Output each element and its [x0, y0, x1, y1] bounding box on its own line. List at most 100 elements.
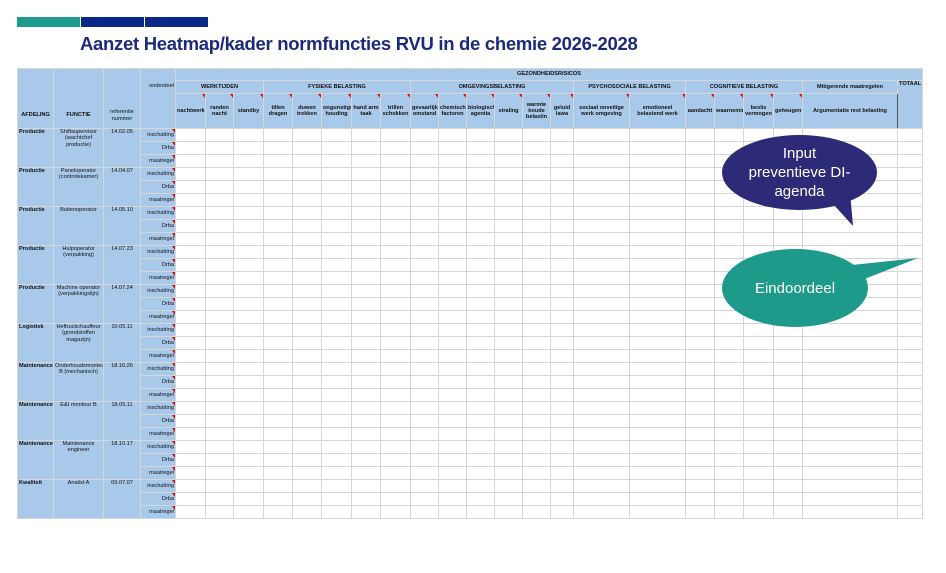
cell-input[interactable] [263, 336, 293, 350]
cell-input[interactable] [897, 479, 923, 493]
cell-input[interactable] [233, 440, 264, 454]
cell-input[interactable] [292, 167, 322, 181]
cell-input[interactable] [175, 193, 206, 207]
cell-input[interactable] [263, 271, 293, 285]
cell-input[interactable] [321, 258, 352, 272]
cell-input[interactable] [380, 284, 411, 298]
cell-input[interactable] [466, 193, 495, 207]
cell-input[interactable] [205, 310, 234, 324]
cell-input[interactable] [466, 128, 495, 142]
cell-input[interactable] [522, 154, 551, 168]
cell-input[interactable] [466, 388, 495, 402]
cell-input[interactable] [743, 466, 774, 480]
cell-input[interactable] [897, 492, 923, 506]
cell-input[interactable] [494, 245, 523, 259]
cell-input[interactable] [175, 492, 206, 506]
cell-input[interactable] [292, 375, 322, 389]
cell-input[interactable] [897, 180, 923, 194]
cell-input[interactable] [550, 362, 574, 376]
cell-input[interactable] [466, 232, 495, 246]
cell-input[interactable] [292, 128, 322, 142]
cell-input[interactable] [351, 336, 381, 350]
cell-input[interactable] [351, 492, 381, 506]
cell-input[interactable] [205, 193, 234, 207]
cell-input[interactable] [573, 323, 630, 337]
cell-input[interactable] [466, 323, 495, 337]
cell-input[interactable] [263, 206, 293, 220]
cell-input[interactable] [380, 336, 411, 350]
cell-input[interactable] [714, 245, 744, 259]
cell-input[interactable] [205, 440, 234, 454]
cell-input[interactable] [410, 284, 439, 298]
cell-input[interactable] [263, 492, 293, 506]
cell-input[interactable] [292, 180, 322, 194]
cell-input[interactable] [410, 271, 439, 285]
cell-input[interactable] [550, 245, 574, 259]
cell-input[interactable] [743, 505, 774, 519]
cell-input[interactable] [233, 401, 264, 415]
cell-input[interactable] [438, 258, 467, 272]
header-column[interactable]: randen nacht [205, 93, 234, 129]
cell-input[interactable] [380, 375, 411, 389]
cell-input[interactable] [410, 349, 439, 363]
cell-input[interactable] [897, 349, 923, 363]
cell-input[interactable] [573, 440, 630, 454]
cell-input[interactable] [321, 349, 352, 363]
cell-input[interactable] [573, 427, 630, 441]
cell-input[interactable] [522, 310, 551, 324]
cell-input[interactable] [351, 479, 381, 493]
cell-input[interactable] [550, 505, 574, 519]
cell-input[interactable] [550, 453, 574, 467]
cell-input[interactable] [494, 284, 523, 298]
cell-input[interactable] [573, 219, 630, 233]
cell-input[interactable] [351, 401, 381, 415]
cell-input[interactable] [205, 258, 234, 272]
cell-input[interactable] [380, 492, 411, 506]
cell-input[interactable] [685, 258, 715, 272]
cell-input[interactable] [522, 245, 551, 259]
cell-input[interactable] [466, 219, 495, 233]
cell-input[interactable] [629, 154, 686, 168]
cell-input[interactable] [321, 362, 352, 376]
cell-input[interactable] [410, 193, 439, 207]
cell-input[interactable] [263, 466, 293, 480]
cell-input[interactable] [233, 180, 264, 194]
cell-input[interactable] [685, 193, 715, 207]
cell-input[interactable] [351, 349, 381, 363]
cell-input[interactable] [550, 154, 574, 168]
cell-input[interactable] [351, 206, 381, 220]
cell-input[interactable] [494, 453, 523, 467]
cell-input[interactable] [522, 258, 551, 272]
cell-input[interactable] [685, 167, 715, 181]
cell-input[interactable] [205, 141, 234, 155]
cell-input[interactable] [351, 180, 381, 194]
cell-input[interactable] [321, 232, 352, 246]
cell-input[interactable] [466, 271, 495, 285]
cell-input[interactable] [685, 362, 715, 376]
cell-input[interactable] [773, 388, 803, 402]
cell-input[interactable] [351, 167, 381, 181]
cell-input[interactable] [494, 492, 523, 506]
cell-input[interactable] [714, 336, 744, 350]
cell-input[interactable] [802, 401, 898, 415]
cell-input[interactable] [233, 297, 264, 311]
cell-input[interactable] [380, 128, 411, 142]
cell-input[interactable] [573, 466, 630, 480]
cell-input[interactable] [629, 453, 686, 467]
cell-input[interactable] [205, 349, 234, 363]
cell-input[interactable] [773, 375, 803, 389]
cell-input[interactable] [685, 375, 715, 389]
cell-input[interactable] [380, 414, 411, 428]
cell-input[interactable] [233, 414, 264, 428]
cell-input[interactable] [175, 440, 206, 454]
cell-input[interactable] [351, 466, 381, 480]
cell-input[interactable] [292, 453, 322, 467]
cell-input[interactable] [438, 297, 467, 311]
cell-input[interactable] [466, 375, 495, 389]
cell-input[interactable] [321, 427, 352, 441]
header-column[interactable]: trillen schokken [380, 93, 411, 129]
cell-input[interactable] [380, 245, 411, 259]
cell-input[interactable] [410, 323, 439, 337]
cell-input[interactable] [685, 466, 715, 480]
cell-input[interactable] [292, 401, 322, 415]
